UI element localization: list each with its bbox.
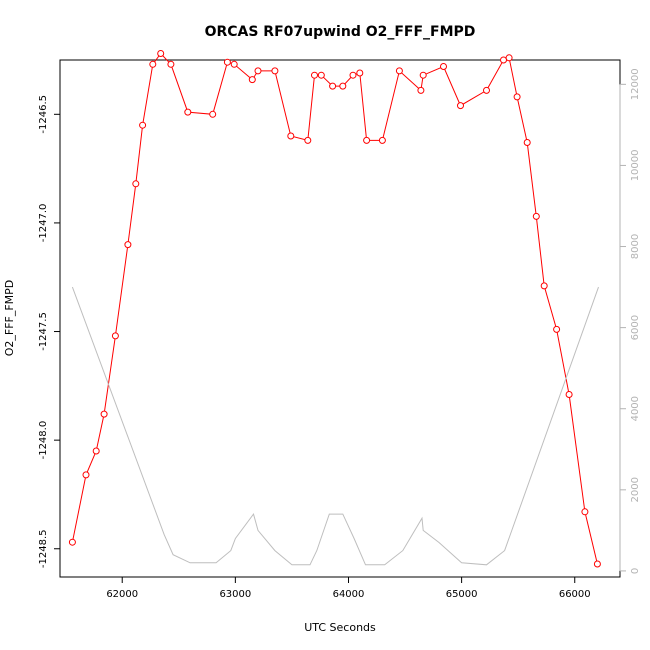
data-point [581,508,589,516]
data-point [349,71,357,79]
series-layer [68,50,601,568]
data-point [304,136,312,144]
data-point [395,67,403,75]
y2-tick-label: 4000 [630,396,641,421]
data-point [184,108,192,116]
data-point [132,180,140,188]
data-point [248,76,256,84]
data-point [593,560,601,568]
data-point [68,538,76,546]
x-tick-label: 65000 [446,589,478,600]
data-point [317,71,325,79]
data-point [287,132,295,140]
data-point [457,102,464,110]
y2-tick-label: 2000 [630,477,641,502]
data-point [532,212,540,220]
data-point [209,110,217,118]
y2-axis-right: 0 2000 4000 6000 8000 10000 12000 [619,68,641,574]
y-tick-label: -1247.5 [38,312,49,351]
altitude-line [71,286,599,566]
data-point [311,71,318,79]
data-point [111,332,119,340]
data-point [139,121,147,129]
data-point [378,136,386,144]
data-point [157,50,165,57]
x-tick-label: 64000 [333,589,365,600]
data-point [523,139,531,146]
y2-tick-label: 12000 [630,68,641,100]
data-point [483,86,490,94]
x-tick-label: 66000 [559,589,591,600]
data-point [149,60,157,68]
data-point [271,67,279,75]
data-point [513,93,521,101]
plot-frame [59,59,621,578]
x-tick-label: 62000 [106,589,138,600]
y2-tick-label: 6000 [630,315,641,340]
data-point [440,63,447,70]
y2-tick-label: 0 [630,568,641,574]
data-point [254,67,262,75]
x-tick-label: 63000 [219,589,251,600]
data-point [540,282,548,290]
x-axis: 62000 63000 64000 65000 66000 [106,576,591,600]
data-point [356,69,364,77]
data-point [329,82,337,90]
y-tick-label: -1246.5 [38,95,49,134]
x-axis-label: UTC Seconds [304,621,376,634]
data-point [100,410,108,418]
data-point [82,471,90,479]
data-point [124,241,132,249]
data-point [223,58,231,66]
data-point [500,56,507,64]
data-point [553,325,561,333]
y-axis: -1248.5 -1248.0 -1247.5 -1247.0 -1246.5 [38,95,61,568]
data-point [505,54,513,62]
y2-tick-label: 10000 [630,149,641,181]
data-point [417,86,425,94]
y-tick-label: -1247.0 [38,204,49,243]
data-point [565,391,573,398]
data-point [419,71,427,79]
data-point [167,60,175,68]
y2-tick-label: 8000 [630,234,641,259]
series-line [71,52,598,565]
data-point [363,136,371,144]
data-point [339,82,347,90]
data-point [92,447,100,455]
y-tick-label: -1248.0 [38,421,49,460]
y-tick-label: -1248.5 [38,529,49,568]
y-axis-label: O2_FFF_FMPD [3,280,16,357]
chart-title: ORCAS RF07upwind O2_FFF_FMPD [205,24,476,40]
data-point [230,60,238,68]
